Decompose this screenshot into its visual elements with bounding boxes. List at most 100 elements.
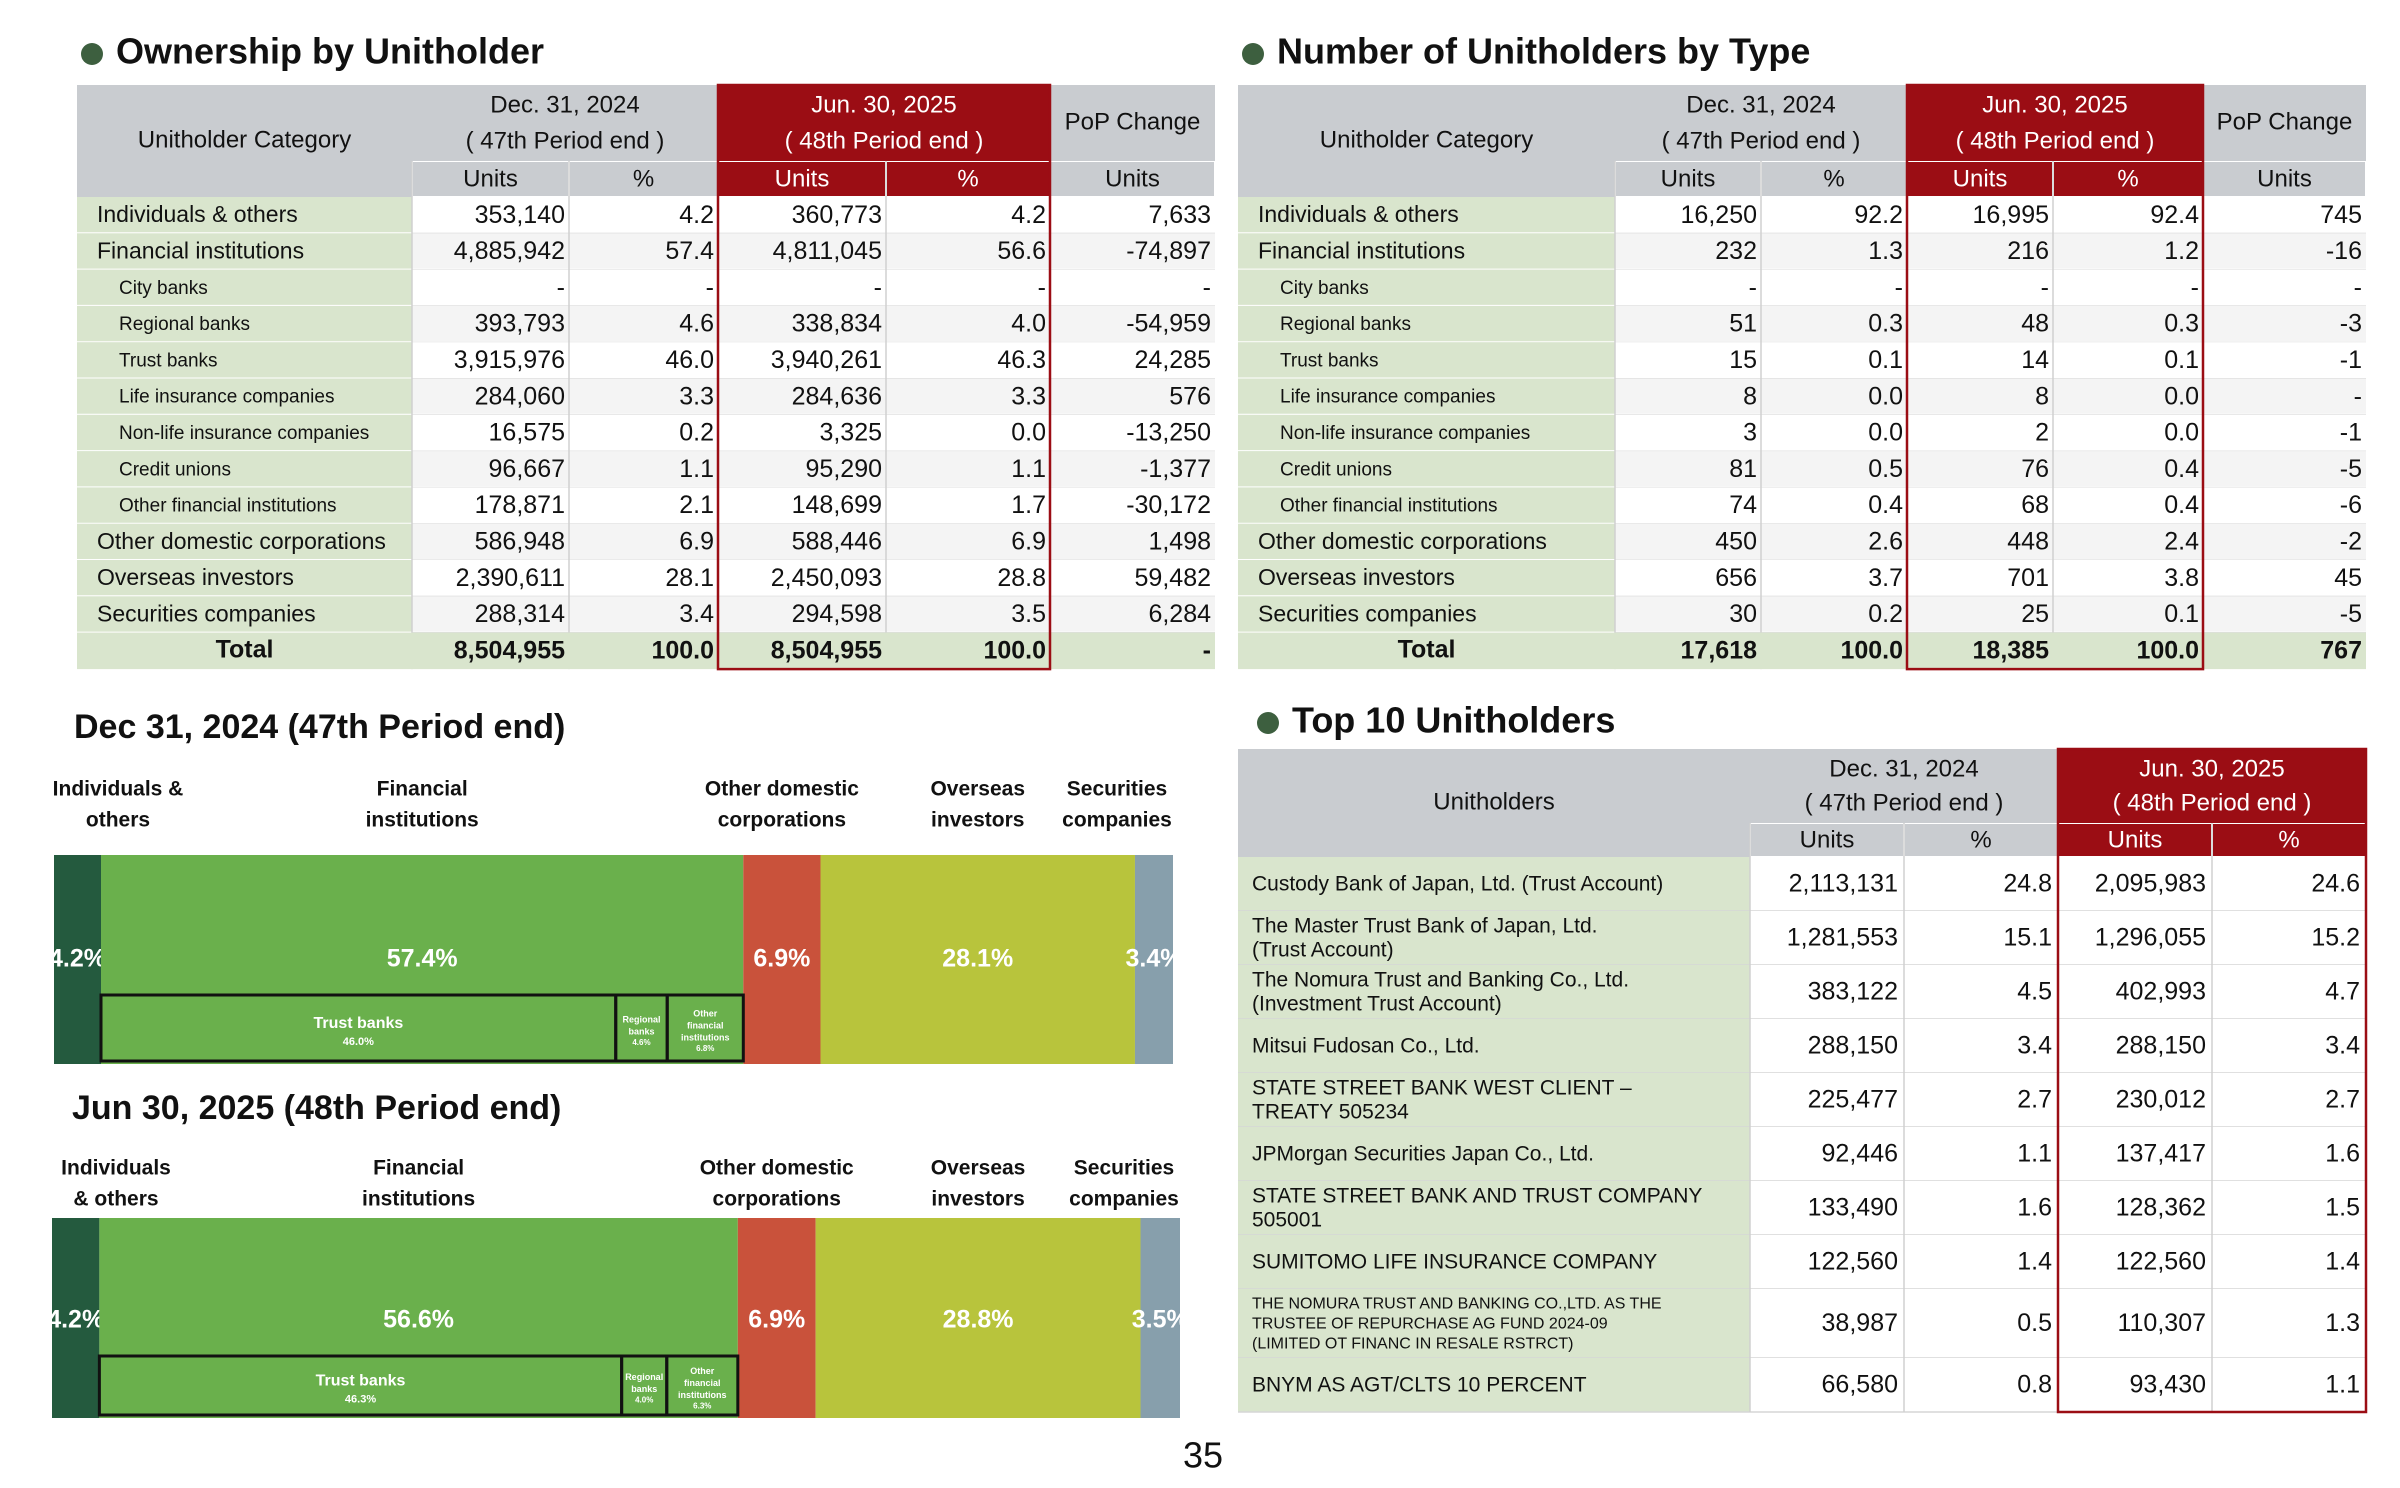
row-label: Regional banks	[1280, 314, 1411, 335]
breakdown-label: Trust banks	[316, 1373, 406, 1390]
value-row	[412, 269, 1215, 306]
row-label: Individuals & others	[97, 201, 298, 227]
name-cell	[1238, 1289, 1750, 1358]
segment-value: 28.1%	[942, 945, 1013, 973]
name-cell	[1238, 911, 1750, 965]
bar-segment	[99, 1218, 738, 1418]
cell-value: 3	[1743, 419, 1757, 447]
segment-label: Overseas	[930, 778, 1025, 801]
cell-value: 24.8	[2003, 870, 2052, 898]
cell-value: 3.4	[2017, 1032, 2052, 1060]
total-value: 8,504,955	[771, 636, 882, 664]
header-text: PoP Change	[1065, 108, 1201, 135]
cell-value: 0.8	[2017, 1371, 2052, 1399]
header-text: %	[957, 165, 978, 192]
cell-value: 0.4	[2164, 455, 2199, 483]
breakdown-value: 6.8%	[696, 1044, 714, 1053]
cell-value: -3	[2340, 310, 2362, 338]
header-cell	[1238, 749, 1750, 857]
header-cell	[1616, 162, 1760, 196]
cell-value: 393,793	[475, 310, 565, 338]
highlight-frame	[2056, 747, 2368, 1414]
holder-name: BNYM AS AGT/CLTS 10 PERCENT	[1252, 1374, 1587, 1397]
cell-value: 92.2	[1854, 201, 1903, 229]
breakdown-value: 46.0%	[343, 1036, 374, 1048]
highlight-frame	[1905, 83, 2205, 671]
cell-value: 6.9	[679, 527, 714, 555]
header-text: Units	[775, 165, 830, 192]
cell-value: 586,948	[475, 527, 565, 555]
breakdown-label: institutions	[681, 1032, 730, 1042]
cell-value: 122,560	[2116, 1248, 2206, 1276]
segment-label: institutions	[366, 809, 479, 832]
header-cell	[2203, 85, 2366, 161]
cell-value: 81	[1729, 455, 1757, 483]
category-cell	[77, 487, 412, 524]
header-text: Units	[1953, 165, 2008, 192]
cell-value: 51	[1729, 310, 1757, 338]
value-row	[412, 378, 1215, 415]
cell-value: 701	[2007, 564, 2049, 592]
cell-value: 284,636	[792, 382, 882, 410]
value-row	[1615, 305, 2366, 343]
cell-value: 92.4	[2150, 201, 2199, 229]
cell-value: 2.7	[2325, 1086, 2360, 1114]
header-cell	[2054, 162, 2202, 196]
category-cell	[77, 305, 412, 343]
header-text: ( 48th Period end )	[785, 127, 984, 154]
header-text: ( 48th Period end )	[2113, 789, 2312, 816]
cell-value: 28.1	[665, 564, 714, 592]
cell-value: 4.2	[1011, 201, 1046, 229]
cell-value: 148,699	[792, 491, 882, 519]
segment-label: Overseas	[931, 1157, 1026, 1180]
category-cell	[1238, 487, 1615, 524]
bar-segment	[1134, 855, 1173, 1064]
cell-value: 0.0	[2164, 419, 2199, 447]
header-text: Dec. 31, 2024	[490, 91, 639, 118]
cell-value: 2,450,093	[771, 564, 882, 592]
segment-label: Financial	[373, 1157, 464, 1180]
value-row	[1615, 523, 2366, 560]
cell-value: 38,987	[1822, 1309, 1898, 1337]
breakdown-box	[665, 1354, 740, 1417]
cell-value: 402,993	[2116, 978, 2206, 1006]
row-label: Credit unions	[1280, 459, 1392, 480]
cell-value: 133,490	[1808, 1194, 1898, 1222]
cell-value: 0.4	[1868, 491, 1903, 519]
header-cell	[887, 162, 1049, 196]
cell-value: 656	[1715, 564, 1757, 592]
value-row	[412, 560, 1215, 597]
cell-value: 0.1	[1868, 346, 1903, 374]
cell-value: 230,012	[2116, 1086, 2206, 1114]
cell-value: -16	[2326, 237, 2362, 265]
cell-value: 3,940,261	[771, 346, 882, 374]
cell-value: 1.1	[1011, 455, 1046, 483]
header-text: %	[2117, 165, 2138, 192]
header-cell	[718, 85, 1050, 161]
cell-value: -54,959	[1126, 310, 1211, 338]
cell-value: 2,113,131	[1789, 870, 1898, 898]
cell-value: 745	[2320, 201, 2362, 229]
category-cell	[1238, 378, 1615, 415]
header-text: Units	[463, 165, 518, 192]
cell-value: 0.2	[1868, 600, 1903, 628]
header-cell	[1750, 749, 2058, 823]
bar-segment	[1140, 1218, 1180, 1418]
cell-value: 15	[1729, 346, 1757, 374]
category-cell	[77, 523, 412, 560]
row-label: Trust banks	[119, 350, 218, 371]
holder-name: (Investment Trust Account)	[1252, 993, 1502, 1016]
segment-label: Individuals	[61, 1157, 171, 1180]
cell-value: -	[557, 273, 565, 301]
cell-value: 66,580	[1822, 1371, 1898, 1399]
holder-name: JPMorgan Securities Japan Co., Ltd.	[1252, 1143, 1594, 1166]
cell-value: -	[1038, 273, 1046, 301]
cell-value: 225,477	[1808, 1086, 1898, 1114]
header-text: Jun. 30, 2025	[2139, 755, 2284, 782]
cell-value: 4.6	[679, 310, 714, 338]
header-cell	[1762, 162, 1906, 196]
cell-value: -	[2041, 273, 2049, 301]
cell-value: -1	[2340, 346, 2362, 374]
cell-value: 4.7	[2325, 978, 2360, 1006]
breakdown-value: 46.3%	[345, 1393, 376, 1405]
